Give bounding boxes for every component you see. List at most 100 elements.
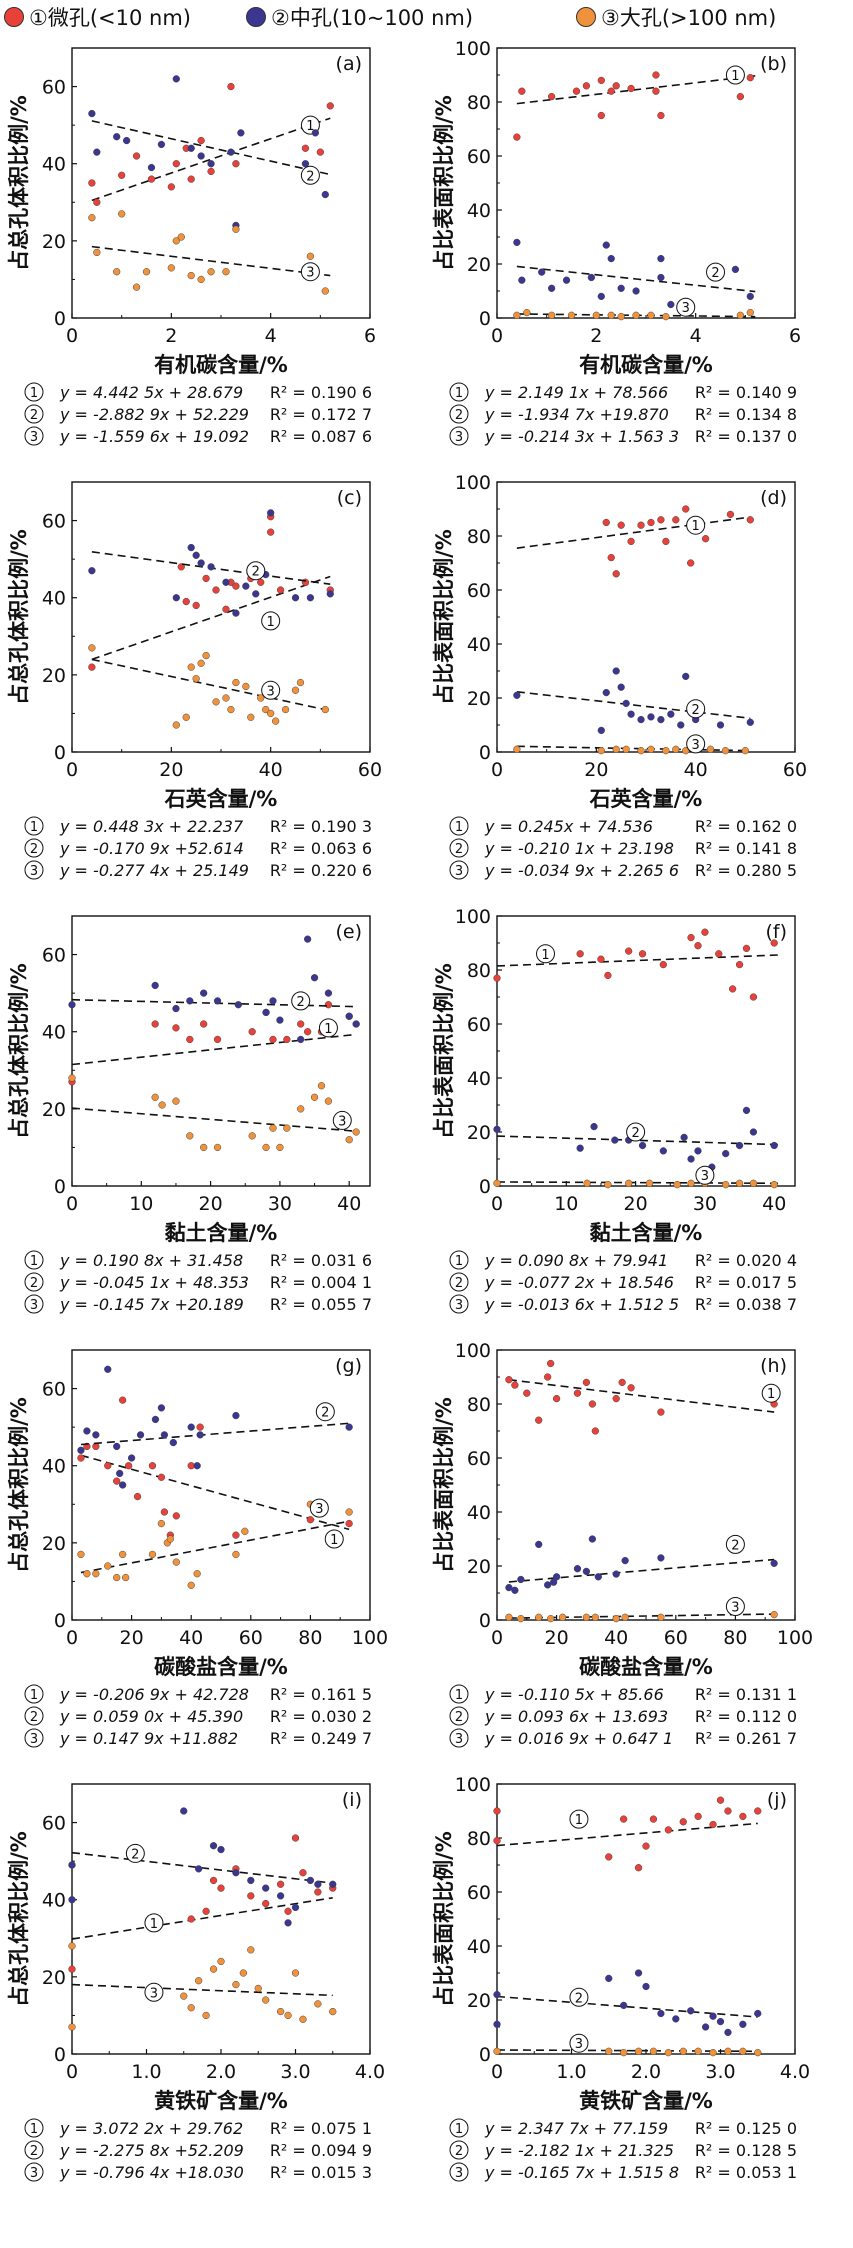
data-point <box>657 715 665 724</box>
y-axis-label: 占比表面积比例/% <box>432 1397 456 1573</box>
x-tick-label: 3.0 <box>705 2061 735 2083</box>
fit-line-marker-text: 3 <box>267 684 275 699</box>
data-point <box>694 2047 702 2055</box>
data-point <box>687 1155 695 1163</box>
data-point <box>166 1535 174 1543</box>
y-tick-label: 0 <box>54 1176 66 1198</box>
data-point <box>682 505 690 513</box>
data-point <box>709 1820 717 1829</box>
series-2: 2 <box>77 1365 353 1489</box>
data-point <box>284 1919 292 1927</box>
data-point <box>187 175 195 183</box>
data-point <box>209 1965 218 1973</box>
equation-r2: R² = 0.140 9 <box>695 383 797 402</box>
equation-r2: R² = 0.172 7 <box>270 405 372 424</box>
fit-line-marker-text: 3 <box>701 1169 709 1184</box>
data-point <box>544 1373 552 1381</box>
x-tick-label: 0 <box>66 759 78 781</box>
equation-marker-ring <box>449 2140 469 2160</box>
fit-line-marker: 1 <box>144 1913 164 1933</box>
data-point <box>617 521 625 529</box>
data-point <box>209 1842 218 1850</box>
legend-item-micropore: ①微孔(<10 nm) <box>4 4 191 30</box>
data-point <box>672 745 680 753</box>
data-point <box>602 688 610 697</box>
data-point <box>588 1535 597 1543</box>
equation-marker-ring <box>24 2118 44 2138</box>
data-point <box>672 516 680 524</box>
data-point <box>731 265 740 274</box>
y-tick-label: 60 <box>42 511 66 533</box>
equation-marker: 1 <box>449 1250 469 1270</box>
data-point <box>202 2011 210 2020</box>
regression-equation: 3 y = -0.013 6x + 1.512 5 R² = 0.038 7 <box>449 1294 797 1314</box>
fit-line-marker: 2 <box>315 1402 335 1422</box>
data-point <box>93 198 101 206</box>
data-point <box>620 2001 628 2010</box>
data-point <box>735 960 744 969</box>
equation-text: y = -2.182 1x + 21.325 <box>484 2141 674 2160</box>
series-2: 2 <box>513 238 756 309</box>
regression-equation: 1 y = -0.110 5x + 85.66 R² = 0.131 1 <box>449 1684 797 1704</box>
data-point <box>180 1992 188 2000</box>
x-tick-label: 60 <box>358 759 382 781</box>
data-point <box>283 1124 291 1132</box>
fit-line-marker-text: 2 <box>131 1847 139 1862</box>
equation-text: y = 0.190 8x + 31.458 <box>59 1251 243 1270</box>
data-point <box>172 1558 180 1566</box>
fit-line-marker-text: 3 <box>315 1502 323 1517</box>
y-tick-label: 40 <box>467 634 491 656</box>
fit-line-marker-text: 2 <box>692 703 700 718</box>
data-point <box>113 1573 121 1582</box>
data-point <box>617 284 625 292</box>
equation-text: y = -0.165 7x + 1.515 8 <box>484 2163 679 2182</box>
fit-line <box>496 1822 758 1847</box>
equation-marker-text: 3 <box>455 1298 463 1313</box>
x-tick-label: 20 <box>624 1193 648 1215</box>
equation-marker-ring <box>449 1272 469 1292</box>
panel-label: (e) <box>335 921 362 943</box>
data-point <box>147 175 156 183</box>
data-point <box>88 567 96 575</box>
fit-line-marker-ring <box>318 1018 338 1038</box>
x-tick-label: 20 <box>199 1193 223 1215</box>
data-point <box>303 1028 312 1036</box>
y-tick-label: 0 <box>54 742 66 764</box>
data-point <box>222 268 230 276</box>
y-tick-label: 80 <box>467 92 491 114</box>
regression-equation: 1 y = 2.347 7x + 77.159 R² = 0.125 0 <box>449 2118 797 2138</box>
equation-marker: 1 <box>24 1684 44 1704</box>
data-point <box>262 1008 270 1017</box>
data-point <box>687 933 695 942</box>
equation-r2: R² = 0.249 7 <box>270 1729 372 1748</box>
data-point <box>212 698 220 706</box>
equation-text: y = 0.059 0x + 45.390 <box>59 1707 243 1726</box>
data-point <box>207 268 215 276</box>
data-point <box>632 287 640 295</box>
fit-line <box>71 1033 357 1066</box>
data-point <box>195 1977 203 1985</box>
x-tick-label: 0 <box>491 759 503 781</box>
equation-text: y = -1.559 6x + 19.092 <box>59 427 249 446</box>
equation-marker-text: 2 <box>455 408 463 423</box>
equation-text: y = -0.110 5x + 85.66 <box>484 1685 664 1704</box>
data-point <box>104 1562 112 1570</box>
data-point <box>118 171 126 179</box>
data-point <box>770 939 778 947</box>
y-tick-label: 40 <box>42 1890 66 1912</box>
data-point <box>242 682 250 691</box>
data-point <box>93 148 101 156</box>
equation-marker-ring <box>449 426 469 446</box>
data-point <box>227 148 235 156</box>
x-tick-label: 0 <box>491 2061 503 2083</box>
regression-equation: 1 y = 4.442 5x + 28.679 R² = 0.190 6 <box>24 382 372 402</box>
series-2: 2 <box>493 1969 762 2037</box>
fit-line-marker: 3 <box>261 680 281 700</box>
data-point <box>724 2028 732 2037</box>
data-point <box>746 516 754 524</box>
y-tick-label: 20 <box>467 688 491 710</box>
panel-label: (b) <box>760 53 787 75</box>
fit-line-marker-ring <box>291 991 311 1011</box>
series-1: 1 <box>505 1359 781 1435</box>
data-point <box>647 518 655 527</box>
